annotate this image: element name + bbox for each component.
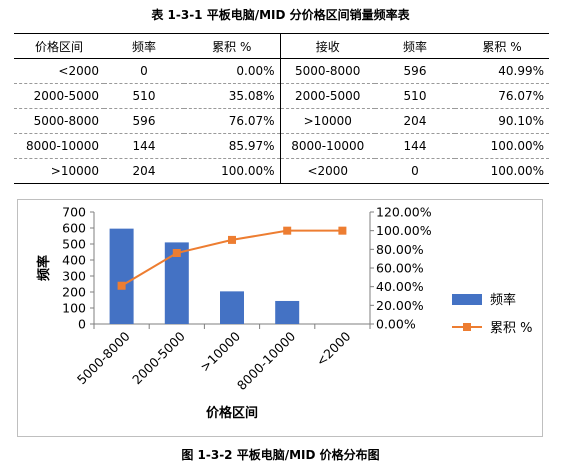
header-frequency-sorted: 频率: [375, 33, 455, 59]
right-y-tick-label: 100.00%: [376, 223, 432, 238]
cumulative-marker: [117, 281, 126, 290]
cell-bin: 8000-10000: [280, 133, 375, 159]
cell-bin: >10000: [280, 108, 375, 134]
cell-cumulative: 0.00%: [184, 58, 281, 84]
cumulative-marker: [228, 235, 236, 244]
right-y-tick-label: 40.00%: [376, 279, 424, 294]
right-y-tick-label: 80.00%: [376, 242, 424, 257]
left-y-tick-label: 600: [62, 221, 86, 236]
header-cumulative: 累积 %: [184, 33, 281, 59]
cell-cumulative: 35.08%: [184, 83, 281, 109]
left-y-tick-label: 100: [62, 301, 86, 316]
left-y-tick-label: 200: [62, 285, 86, 300]
chart-frame: 0 100 200 300 400 500 600 700 0.00% 20.00% 40.00% 6…: [17, 199, 543, 437]
y-axis-title: 频率: [36, 255, 52, 281]
cell-cumulative: 85.97%: [184, 133, 281, 159]
bar-8000-10000: [275, 300, 300, 324]
frequency-table: 价格区间 频率 累积 % 接收 频率 累积 % <2000 0 0.00% 50…: [14, 33, 549, 184]
bar-5000-8000: [109, 228, 134, 324]
x-tick-label: >10000: [197, 328, 243, 374]
right-y-tick-label: 60.00%: [376, 261, 424, 276]
header-price-range: 价格区间: [14, 33, 104, 59]
table-row: 8000-10000 144 85.97% 8000-10000 144 100…: [14, 133, 549, 159]
right-y-tick-label: 0.00%: [376, 317, 416, 332]
cell-bin: 2000-5000: [280, 83, 375, 109]
x-tick-label: 5000-8000: [74, 328, 133, 387]
table-row: <2000 0 0.00% 5000-8000 596 40.99%: [14, 58, 549, 84]
table-row: 2000-5000 510 35.08% 2000-5000 510 76.07…: [14, 83, 549, 109]
legend-line-label: 累积 %: [490, 321, 533, 336]
x-tick-label: <2000: [313, 328, 354, 369]
cell-price-range: 2000-5000: [14, 83, 104, 109]
cell-price-range: 8000-10000: [14, 133, 104, 159]
legend-bar-label: 频率: [490, 292, 516, 308]
cell-bin: 5000-8000: [280, 58, 375, 84]
cell-cumulative-sorted: 40.99%: [455, 58, 549, 84]
figure-caption: 图 1-3-2 平板电脑/MID 价格分布图: [181, 448, 380, 462]
right-y-tick-label: 120.00%: [376, 205, 432, 220]
cumulative-marker: [283, 226, 292, 235]
cell-frequency: 596: [104, 108, 184, 134]
left-y-tick-label: 500: [62, 237, 86, 252]
cell-cumulative-sorted: 100.00%: [455, 158, 549, 184]
legend-bar-swatch: [452, 294, 482, 305]
legend-line-marker: [463, 323, 471, 331]
cell-frequency-sorted: 510: [375, 83, 455, 109]
cell-frequency: 510: [104, 83, 184, 109]
x-axis-title: 价格区间: [206, 405, 258, 421]
cell-frequency: 0: [104, 58, 184, 84]
cell-frequency-sorted: 0: [375, 158, 455, 184]
table-row: 5000-8000 596 76.07% >10000 204 90.10%: [14, 108, 549, 134]
cumulative-marker: [172, 249, 181, 258]
table-header-row: 价格区间 频率 累积 % 接收 频率 累积 %: [14, 33, 549, 59]
cell-cumulative-sorted: 76.07%: [455, 83, 549, 109]
cell-price-range: 5000-8000: [14, 108, 104, 134]
cell-price-range: <2000: [14, 58, 104, 84]
header-frequency: 频率: [104, 33, 184, 59]
cell-frequency-sorted: 204: [375, 108, 455, 134]
cell-frequency-sorted: 596: [375, 58, 455, 84]
cell-frequency: 204: [104, 158, 184, 184]
cell-frequency: 144: [104, 133, 184, 159]
cell-cumulative-sorted: 90.10%: [455, 108, 549, 134]
left-y-tick-label: 300: [62, 269, 86, 284]
right-y-tick-label: 20.00%: [376, 298, 424, 313]
left-y-tick-label: 0: [78, 317, 86, 332]
cell-price-range: >10000: [14, 158, 104, 184]
bar-10000: [220, 291, 244, 324]
x-tick-label: 8000-10000: [234, 328, 298, 392]
cell-frequency-sorted: 144: [375, 133, 455, 159]
cell-cumulative: 100.00%: [184, 158, 281, 184]
cumulative-marker: [338, 226, 347, 235]
left-y-tick-label: 400: [62, 253, 86, 268]
table-row: >10000 204 100.00% <2000 0 100.00%: [14, 158, 549, 184]
cell-bin: <2000: [280, 158, 375, 184]
cell-cumulative-sorted: 100.00%: [455, 133, 549, 159]
header-bin: 接收: [280, 33, 375, 59]
cell-cumulative: 76.07%: [184, 108, 281, 134]
x-tick-label: 2000-5000: [129, 328, 188, 387]
left-y-tick-label: 700: [62, 205, 86, 220]
header-cumulative-sorted: 累积 %: [455, 33, 549, 59]
table-title: 表 1-3-1 平板电脑/MID 分价格区间销量频率表: [151, 8, 410, 22]
